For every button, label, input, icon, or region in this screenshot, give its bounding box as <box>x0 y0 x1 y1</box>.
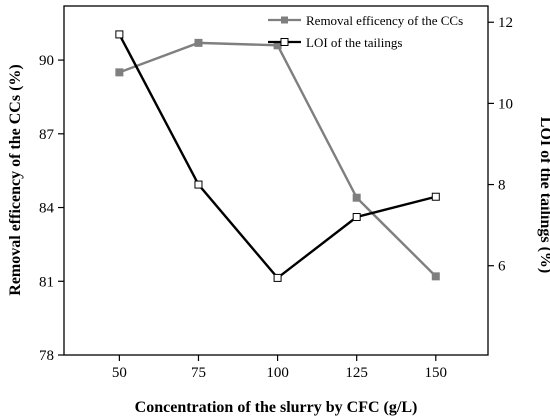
legend-label-removal: Removal efficency of the CCs <box>306 13 463 28</box>
x-tick-label-3: 125 <box>345 365 368 381</box>
y-right-tick-label-0: 6 <box>498 259 506 275</box>
series-line-1 <box>118 33 437 280</box>
axes-ticks: 50 75 100 125 150 78 81 84 87 90 6 8 10 12 <box>39 15 513 381</box>
series-0-point-4 <box>431 272 440 281</box>
series-line-0 <box>118 41 437 278</box>
y-right-tick-label-2: 10 <box>498 96 513 112</box>
y-right-tick-label-1: 8 <box>498 178 506 194</box>
x-tick-label-0: 50 <box>112 365 127 381</box>
series-lines <box>118 33 437 280</box>
x-tick-label-2: 100 <box>266 365 289 381</box>
y-right-tick-label-3: 12 <box>498 15 513 31</box>
plot-frame <box>63 5 489 356</box>
x-tick-label-4: 150 <box>425 365 448 381</box>
series-0-point-0 <box>115 68 124 77</box>
y-left-tick-label-2: 84 <box>39 201 55 217</box>
legend-label-loi: LOI of the tailings <box>306 35 402 50</box>
x-tick-label-1: 75 <box>191 365 206 381</box>
series-1-point-1 <box>194 180 203 189</box>
y-right-axis-title: LOI of the tailings (%) <box>537 117 550 273</box>
y-left-axis-title: Removal efficency of the CCs (%) <box>7 64 24 295</box>
series-1-point-4 <box>431 192 440 201</box>
y-left-tick-label-0: 78 <box>39 348 54 364</box>
y-left-tick-label-3: 87 <box>39 127 55 143</box>
series-1-point-2 <box>273 273 282 282</box>
legend: Removal efficency of the CCs LOI of the … <box>268 13 463 50</box>
series-1-point-3 <box>352 213 361 222</box>
y-left-tick-label-1: 81 <box>39 274 54 290</box>
series-markers <box>115 30 440 282</box>
series-1-point-0 <box>115 30 124 39</box>
series-0-point-1 <box>194 38 203 47</box>
series-0-point-3 <box>352 193 361 202</box>
x-axis-title: Concentration of the slurry by CFC (g/L) <box>135 399 418 416</box>
legend-marker-loi <box>280 38 289 46</box>
legend-marker-removal <box>281 16 288 24</box>
y-left-tick-label-4: 90 <box>39 53 54 69</box>
